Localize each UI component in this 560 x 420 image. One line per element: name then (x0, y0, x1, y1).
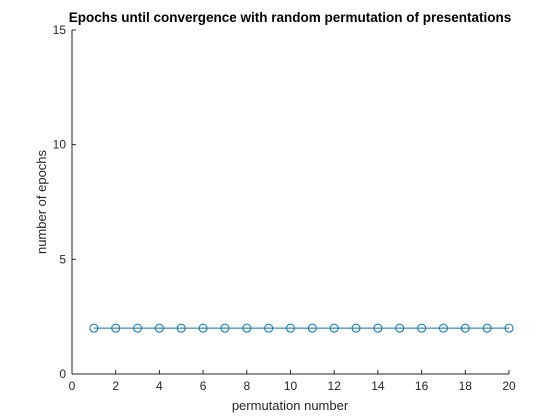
data-point-marker (504, 323, 514, 333)
plot-area: 0 2 4 6 8 10 12 14 16 18 20 0 5 10 15 (53, 23, 516, 393)
x-tick-label: 2 (112, 379, 119, 393)
data-point-marker (89, 323, 99, 333)
y-tick-label: 15 (53, 23, 67, 37)
x-axis-label: permutation number (232, 398, 349, 413)
x-tick-label: 12 (328, 379, 342, 393)
data-point-marker (460, 323, 470, 333)
y-tick-label: 5 (59, 252, 66, 266)
x-tick-label: 16 (415, 379, 429, 393)
y-ticks: 0 5 10 15 (53, 23, 76, 381)
x-tick-label: 14 (371, 379, 385, 393)
data-point-marker (264, 323, 274, 333)
data-point-marker (307, 323, 317, 333)
y-axis-label: number of epochs (34, 149, 49, 254)
data-point-marker (133, 323, 143, 333)
data-point-marker (176, 323, 186, 333)
data-point-marker (242, 323, 252, 333)
x-tick-label: 6 (200, 379, 207, 393)
x-tick-label: 4 (156, 379, 163, 393)
data-point-marker (154, 323, 164, 333)
data-point-marker (111, 323, 121, 333)
x-tick-label: 20 (502, 379, 516, 393)
data-point-marker (329, 323, 339, 333)
data-point-marker (220, 323, 230, 333)
y-tick-label: 10 (53, 138, 67, 152)
data-point-marker (286, 323, 295, 333)
x-ticks: 0 2 4 6 8 10 12 14 16 18 20 (69, 370, 516, 393)
data-point-marker (417, 323, 427, 333)
y-tick-label: 0 (59, 367, 66, 381)
chart-title: Epochs until convergence with random per… (69, 10, 512, 25)
series-group (89, 323, 514, 333)
data-point-marker (198, 323, 208, 333)
data-point-marker (351, 323, 361, 333)
data-point-marker (482, 323, 492, 333)
x-tick-label: 0 (69, 379, 76, 393)
data-point-marker (395, 323, 405, 333)
data-point-marker (373, 323, 383, 333)
x-tick-label: 8 (243, 379, 250, 393)
data-point-marker (438, 323, 448, 333)
x-tick-label: 10 (284, 379, 298, 393)
x-tick-label: 18 (459, 379, 473, 393)
